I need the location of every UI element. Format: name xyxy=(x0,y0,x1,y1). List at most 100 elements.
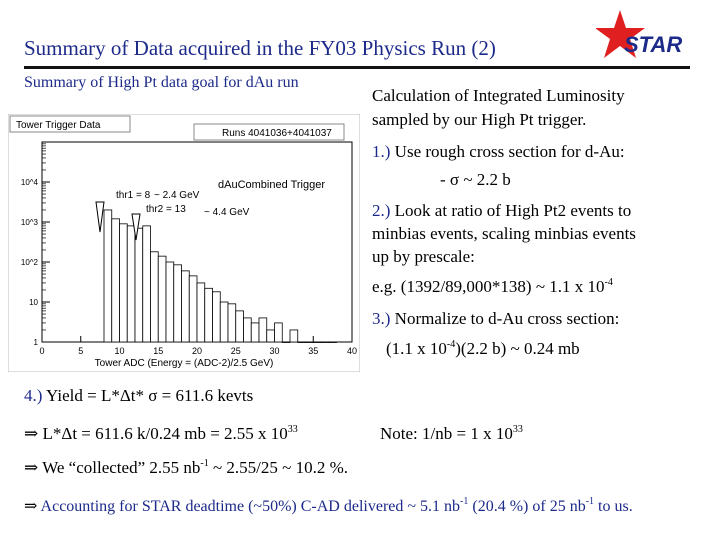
y-tick-label: 10^4 xyxy=(21,178,39,187)
x-tick-label: 15 xyxy=(153,346,163,356)
title-rule xyxy=(24,66,690,69)
example-calc: e.g. (1392/89,000*138) ~ 1.1 x 10-4 xyxy=(372,277,613,297)
histogram-bin xyxy=(281,341,291,343)
unit-note-text: Note: 1/nb = 1 x 10 xyxy=(380,424,513,443)
lumi-heading-line1: Calculation of Integrated Luminosity xyxy=(372,86,625,105)
item2-line2: minbias events, scaling minbias events xyxy=(372,224,636,243)
x-tick-label: 5 xyxy=(78,346,83,356)
thr2-label: thr2 = 13 xyxy=(146,204,186,215)
y-tick-label: 1 xyxy=(34,338,39,347)
x-tick-label: 0 xyxy=(39,346,44,356)
accounting-text-a: Accounting for STAR deadtime (~50%) C-AD… xyxy=(40,498,461,515)
histogram-bin xyxy=(150,251,159,343)
collected-exp: -1 xyxy=(200,458,209,469)
unit-note-exp: 33 xyxy=(512,424,523,435)
slide-title: Summary of Data acquired in the FY03 Phy… xyxy=(24,36,496,60)
accounting-exp-1: -1 xyxy=(460,496,469,507)
plot-panel-title: Tower Trigger Data xyxy=(16,120,101,131)
histogram-bin xyxy=(204,287,213,343)
collected-line: ⇒ We “collected” 2.55 nb-1 ~ 2.55/25 ~ 1… xyxy=(24,458,348,478)
plot-xlabel: Tower ADC (Energy = (ADC-2)/2.5 GeV) xyxy=(95,358,274,369)
x-tick-label: 40 xyxy=(347,346,357,356)
collected-text-b: ~ 2.55/25 ~ 10.2 %. xyxy=(208,458,348,477)
item4: 4.) Yield = L*Δt* σ = 611.6 kevts xyxy=(24,386,253,406)
item2: 2.) Look at ratio of High Pt2 events to xyxy=(372,201,631,221)
histogram-bin xyxy=(305,341,314,343)
accounting-line: ⇒ Accounting for STAR deadtime (~50%) C-… xyxy=(24,496,633,516)
histogram-bin xyxy=(312,341,322,343)
luminosity-text: L*Δt = 611.6 k/0.24 mb = 2.55 x 10 xyxy=(42,424,288,443)
thr1-label: thr1 = 8 xyxy=(116,190,151,201)
thr1-energy-label: ~ 2.4 GeV xyxy=(154,190,200,201)
lumi-heading-line2: sampled by our High Pt trigger. xyxy=(372,110,587,129)
item2-number: 2.) xyxy=(372,201,391,220)
trigger-label: dAuCombined Trigger xyxy=(218,179,325,191)
unit-note: Note: 1/nb = 1 x 1033 xyxy=(380,424,523,444)
item2-line3: up by prescale: xyxy=(372,247,475,266)
thr1-arrow-icon xyxy=(95,201,105,233)
item1-sub: - σ ~ 2.2 b xyxy=(440,170,511,189)
item3-text: Normalize to d-Au cross section: xyxy=(394,309,620,328)
star-logo: STAR xyxy=(596,10,682,58)
histogram-bin xyxy=(157,255,167,343)
histogram-bin xyxy=(119,223,128,343)
item3-equation: (1.1 x 10-4)(2.2 b) ~ 0.24 mb xyxy=(386,339,580,359)
plot-runs-label: Runs 4041036+4041037 xyxy=(222,128,332,139)
histogram-bin xyxy=(165,261,175,343)
y-tick-label: 10 xyxy=(29,298,38,307)
histogram-bin xyxy=(188,275,198,343)
x-tick-label: 25 xyxy=(231,346,241,356)
star-logo-text: STAR xyxy=(624,32,682,57)
histogram-bin xyxy=(258,317,268,343)
item1: 1.) Use rough cross section for d-Au: xyxy=(372,142,625,162)
accounting-text-c: to us. xyxy=(594,498,633,515)
y-tick-label: 10^3 xyxy=(21,218,39,227)
star-icon xyxy=(596,10,645,58)
histogram-bin xyxy=(243,317,252,343)
histogram-bin xyxy=(320,341,330,343)
item2-text: Look at ratio of High Pt2 events to xyxy=(394,201,632,220)
x-tick-label: 10 xyxy=(114,346,124,356)
example-calc-text: e.g. (1392/89,000*138) ~ 1.1 x 10 xyxy=(372,277,605,296)
accounting-text-b: (20.4 %) of 25 nb xyxy=(468,498,586,515)
implies-arrow-icon: ⇒ xyxy=(24,498,38,515)
histogram-bin xyxy=(126,225,136,343)
histogram-bin xyxy=(297,341,306,343)
histogram-bin xyxy=(111,218,120,343)
tower-trigger-histogram: Tower Trigger Data Runs 4041036+4041037 … xyxy=(8,114,360,372)
x-tick-label: 35 xyxy=(308,346,318,356)
thr2-energy-label: ~ 4.4 GeV xyxy=(204,207,250,218)
implies-arrow-icon: ⇒ xyxy=(24,424,39,443)
histogram-bin xyxy=(173,264,182,343)
example-calc-exp: -4 xyxy=(604,277,613,288)
histogram-bin xyxy=(103,209,113,343)
y-tick-label: 10^2 xyxy=(21,258,39,267)
histogram-bin xyxy=(219,301,229,343)
item3-eq-part-b: )(2.2 b) ~ 0.24 mb xyxy=(455,339,580,358)
luminosity-line: ⇒ L*Δt = 611.6 k/0.24 mb = 2.55 x 1033 xyxy=(24,424,298,444)
item3-eq-exp: -4 xyxy=(446,339,456,350)
histogram-bin xyxy=(227,303,237,343)
item3-eq-part-a: (1.1 x 10 xyxy=(386,339,447,358)
histogram-bin xyxy=(142,225,151,343)
luminosity-exp: 33 xyxy=(287,424,298,435)
histogram-bin xyxy=(250,322,260,343)
histogram-bin xyxy=(212,291,221,343)
histogram-bin xyxy=(328,341,337,343)
item3-number: 3.) xyxy=(372,309,391,328)
histogram-bin xyxy=(235,310,244,343)
collected-text-a: We “collected” 2.55 nb xyxy=(42,458,201,477)
item4-number: 4.) xyxy=(24,386,43,405)
plot-subtitle: Summary of High Pt data goal for dAu run xyxy=(24,74,299,91)
item4-text: Yield = L*Δt* σ = 611.6 kevts xyxy=(46,386,254,405)
histogram-bin xyxy=(134,227,144,343)
item1-text: Use rough cross section for d-Au: xyxy=(394,142,625,161)
histogram-bin xyxy=(181,270,190,343)
thr2-arrow-icon xyxy=(131,213,141,241)
x-tick-label: 30 xyxy=(269,346,279,356)
accounting-exp-2: -1 xyxy=(585,496,595,507)
item3: 3.) Normalize to d-Au cross section: xyxy=(372,309,619,329)
x-tick-label: 20 xyxy=(192,346,202,356)
item1-number: 1.) xyxy=(372,142,391,161)
histogram-bin xyxy=(274,322,283,343)
